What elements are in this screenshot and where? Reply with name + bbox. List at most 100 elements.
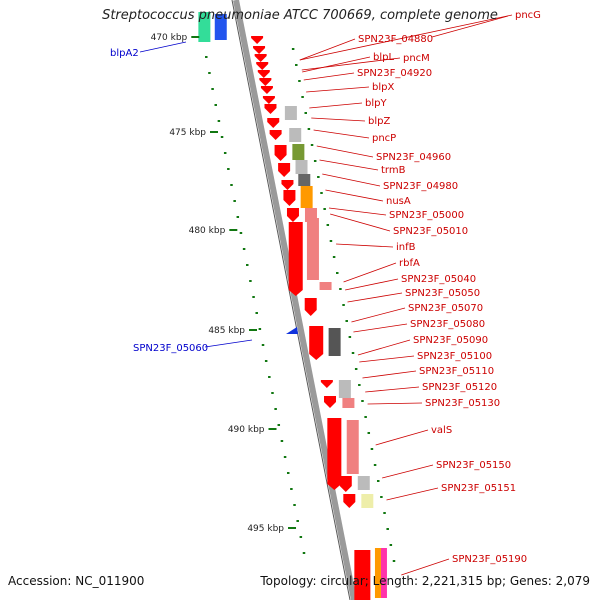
gc-dot [274,408,277,410]
gene-label[interactable]: SPN23F_04980 [383,181,458,192]
gene-label[interactable]: blpX [372,82,394,93]
gene-label[interactable]: SPN23F_05040 [401,274,476,285]
gene-label[interactable]: pncG [515,10,541,21]
gc-dot [317,176,320,178]
gc-dot [364,416,367,418]
genome-backbone [233,0,357,600]
gene-label[interactable]: SPN23F_05130 [425,398,500,409]
gene-label[interactable]: SPN23F_05100 [417,351,492,362]
gene-block [342,398,355,408]
label-leader [382,464,434,479]
gene-block [289,128,302,142]
gc-dot [233,200,236,202]
gc-dot [348,336,352,338]
gene-label[interactable]: SPN23F_05110 [419,366,494,377]
gc-dot [286,472,290,474]
genome-backbone-shadow [231,0,351,600]
gc-dot [326,224,330,226]
label-leader [367,402,423,405]
gene-label[interactable]: SPN23F_05120 [422,382,497,393]
gc-dot [258,328,262,330]
left-gene-label[interactable]: blpA2 [110,48,139,59]
gene-label[interactable]: infB [396,242,416,253]
gc-dot [298,80,301,82]
gene-label[interactable]: valS [431,425,452,436]
gene-labels: pncG SPN23F_04880 blpL pncM SPN23F_04920 blpX… [110,10,541,565]
cds-feature [288,222,303,296]
gc-dot [342,304,345,306]
cds-feature [256,62,269,70]
gene-label[interactable]: nusA [386,196,411,207]
gene-block [319,282,332,290]
gc-dot [354,368,358,370]
cds-feature [283,190,296,206]
cds-feature [304,298,317,316]
gene-label[interactable]: blpZ [368,116,390,127]
gene-label[interactable]: SPN23F_05000 [389,210,464,221]
gene-block [374,548,381,598]
label-leader [311,117,366,122]
gene-label[interactable]: blpY [365,98,387,109]
gene-label[interactable]: pncP [372,133,396,144]
label-leader [336,243,394,248]
gc-dot [291,48,295,50]
gene-block [306,218,319,280]
label-leader-left [139,41,187,53]
label-leader [353,323,408,333]
label-leader [302,56,371,73]
gc-dot [242,248,246,250]
gene-label[interactable]: SPN23F_05050 [405,288,480,299]
gc-dot [370,448,374,450]
gene-label[interactable]: pncM [403,53,430,64]
gene-label[interactable]: SPN23F_05010 [393,226,468,237]
label-leader [325,189,384,202]
gc-dot [211,88,214,90]
gc-dot [389,544,393,546]
gene-label[interactable]: SPN23F_05080 [410,319,485,330]
left-gene-label[interactable]: SPN23F_05060 [133,343,208,354]
label-leader [386,487,439,501]
cds-feature [257,70,270,78]
label-leader [365,386,420,393]
gene-label[interactable]: rbfA [399,258,420,269]
cds-feature [286,208,299,222]
gc-dot [295,64,298,66]
gene-label[interactable]: SPN23F_05070 [408,303,483,314]
gc-dot [383,512,386,514]
cds-feature [320,380,333,388]
label-leader [316,145,374,158]
cds-feature [254,54,267,62]
gc-dot [345,320,348,322]
gc-dot [304,112,307,114]
ruler-tick-label: 475 kbp [169,128,206,138]
gc-dot [214,104,217,106]
gene-label[interactable]: SPN23F_05151 [441,483,516,494]
gc-dot [227,168,230,170]
gc-dot [351,352,355,354]
gene-label[interactable]: SPN23F_05190 [452,554,527,565]
gc-dot [332,256,336,258]
gc-dot [261,344,265,346]
genome-stats-text: Topology: circular; Length: 2,221,315 bp… [260,574,590,588]
gene-label[interactable]: blpL [373,52,394,63]
gc-dot [361,400,364,402]
ruler-tick-label: 490 kbp [228,425,265,435]
gene-label[interactable]: SPN23F_04960 [376,152,451,163]
ruler-tick-label: 470 kbp [151,33,188,43]
gene-label[interactable]: trmB [381,165,406,176]
gc-dot [313,160,317,162]
cds-feature [281,180,294,190]
label-leader [359,355,415,363]
gc-dot [255,312,258,314]
cds-feature [309,326,324,360]
cds-feature [324,396,337,408]
gene-label[interactable]: SPN23F_05090 [413,335,488,346]
gene-block [380,548,387,598]
gc-dot [301,96,304,98]
gene-label[interactable]: SPN23F_05150 [436,460,511,471]
gene-block [328,328,341,356]
gc-dot [336,272,339,274]
gene-label[interactable]: SPN23F_04880 [358,34,433,45]
gene-label[interactable]: SPN23F_04920 [357,68,432,79]
label-leader [306,86,370,93]
